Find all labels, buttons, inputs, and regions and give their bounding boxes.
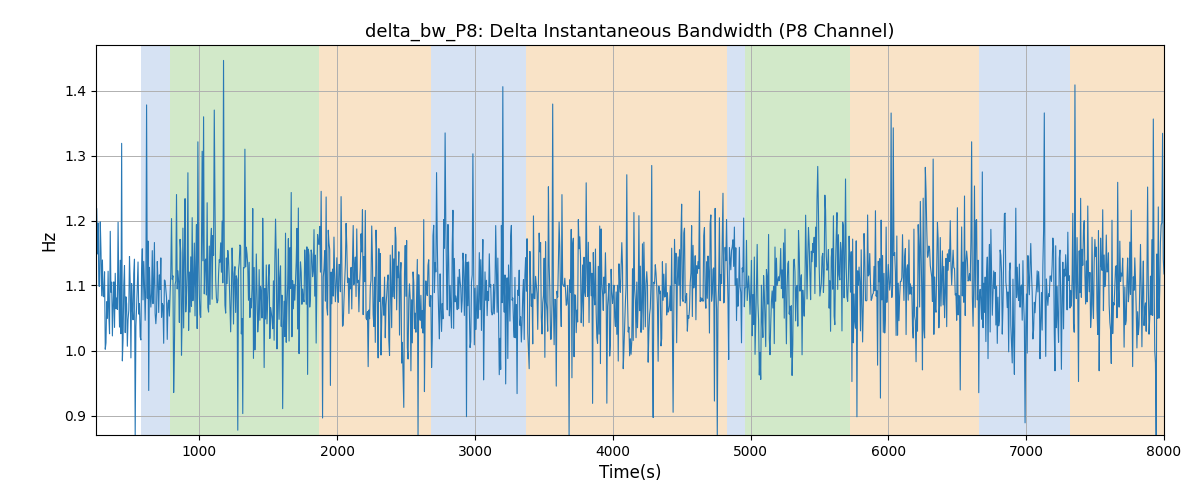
Bar (526, 45, 547, 435)
Bar (850, 45, 979, 435)
Bar (319, 45, 431, 435)
Y-axis label: Hz: Hz (41, 230, 59, 250)
X-axis label: Time(s): Time(s) (599, 464, 661, 482)
Bar (170, 45, 319, 435)
Bar (737, 45, 745, 435)
Bar (431, 45, 442, 435)
Bar (547, 45, 727, 435)
Bar (442, 45, 526, 435)
Bar (1070, 45, 1200, 435)
Bar (745, 45, 850, 435)
Bar (142, 45, 170, 435)
Bar (979, 45, 1070, 435)
Title: delta_bw_P8: Delta Instantaneous Bandwidth (P8 Channel): delta_bw_P8: Delta Instantaneous Bandwid… (365, 22, 895, 41)
Bar (727, 45, 737, 435)
